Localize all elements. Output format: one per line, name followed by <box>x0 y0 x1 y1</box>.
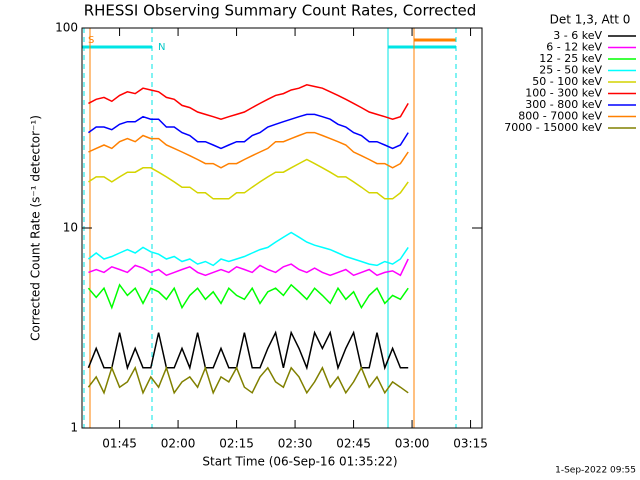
chart-title: RHESSI Observing Summary Count Rates, Co… <box>84 2 477 20</box>
legend-label: 3 - 6 keV <box>553 29 602 42</box>
footer-timestamp: 1-Sep-2022 09:55 <box>555 466 636 476</box>
x-tick-label: 02:45 <box>336 437 371 451</box>
legend-label: 25 - 50 keV <box>539 64 602 77</box>
legend-label: 100 - 300 keV <box>525 87 602 100</box>
y-tick-label: 10 <box>63 221 78 235</box>
x-tick-label: 02:00 <box>161 437 196 451</box>
x-tick-label: 01:45 <box>102 437 137 451</box>
flag-label: N <box>158 42 165 53</box>
legend-label: 12 - 25 keV <box>539 52 602 65</box>
legend-label: 300 - 800 keV <box>525 98 602 111</box>
legend-title: Det 1,3, Att 0 <box>550 13 631 27</box>
series-line <box>87 283 409 310</box>
series-line <box>87 330 409 371</box>
series-line <box>87 231 409 267</box>
series-line <box>88 84 409 120</box>
legend-label: 7000 - 15000 keV <box>504 121 602 134</box>
series-line <box>87 365 409 395</box>
x-tick-label: 03:15 <box>453 437 488 451</box>
legend-label: 800 - 7000 keV <box>518 110 602 123</box>
x-axis-label: Start Time (06-Sep-16 01:35:22) <box>202 455 397 469</box>
x-tick-label: 02:15 <box>219 437 254 451</box>
flag-label: S <box>88 35 94 46</box>
legend-label: 6 - 12 keV <box>546 41 602 54</box>
x-tick-label: 03:00 <box>395 437 430 451</box>
y-axis-label: Corrected Count Rate (s⁻¹ detector⁻¹) <box>29 115 43 341</box>
series-line <box>88 131 409 169</box>
y-tick-label: 1 <box>70 421 78 435</box>
y-tick-label: 100 <box>55 21 78 35</box>
x-tick-label: 02:30 <box>278 437 313 451</box>
series-line <box>87 158 409 200</box>
series-line <box>87 113 409 150</box>
legend-label: 50 - 100 keV <box>532 75 602 88</box>
series-line <box>88 258 409 277</box>
